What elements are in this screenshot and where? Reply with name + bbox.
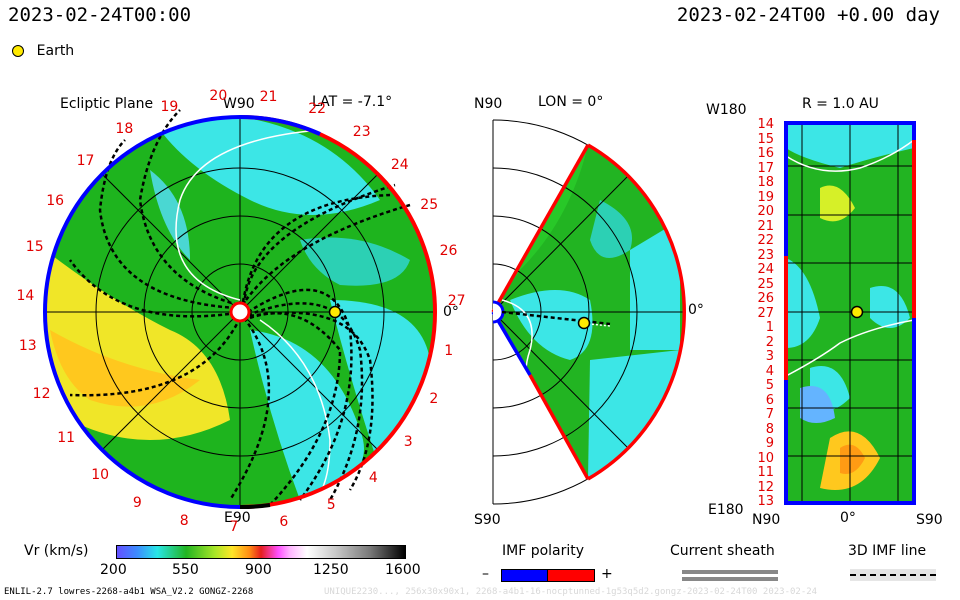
footer-left: ENLIL-2.7 lowres-2268-a4b1 WSA_V2.2 GONG… bbox=[4, 587, 254, 597]
radius-y-label: 10 bbox=[757, 450, 774, 466]
radius-y-label: 4 bbox=[765, 363, 774, 379]
imf-line-sample bbox=[850, 569, 936, 581]
radius-y-label: 6 bbox=[765, 392, 774, 408]
radius-y-label: 13 bbox=[757, 494, 774, 509]
imf-polarity-plus: + bbox=[601, 566, 613, 582]
radius-x-label-n90: N90 bbox=[752, 512, 781, 528]
meridional-right-label: 0° bbox=[688, 302, 704, 318]
ecliptic-lat-label: LAT = -7.1° bbox=[312, 94, 393, 110]
radius-x-label-s90: S90 bbox=[916, 512, 943, 528]
colorbar-label: Vr (km/s) bbox=[24, 543, 89, 559]
rotation-number: 7 bbox=[229, 518, 239, 535]
current-sheath-line-2 bbox=[682, 577, 778, 581]
radius-y-label: 7 bbox=[765, 407, 774, 422]
radius-map bbox=[784, 121, 916, 505]
radius-y-label: 20 bbox=[757, 204, 774, 219]
earth-legend-label: Earth bbox=[36, 42, 75, 59]
ecliptic-plane-map bbox=[43, 109, 437, 510]
radius-y-label: 24 bbox=[757, 262, 774, 277]
rotation-number: 9 bbox=[132, 494, 142, 511]
radius-y-label: 14 bbox=[757, 117, 774, 132]
rotation-number: 15 bbox=[25, 238, 44, 255]
colorbar bbox=[116, 545, 406, 559]
ecliptic-title: Ecliptic Plane bbox=[60, 96, 154, 112]
rotation-number: 12 bbox=[32, 386, 51, 403]
ecliptic-right-label: 0° bbox=[443, 304, 459, 320]
imf-polarity-negative-swatch bbox=[501, 569, 549, 582]
footer-right: UNIQUE2230..., 256x30x90x1, 2268-a4b1-16… bbox=[324, 587, 818, 597]
date-left: 2023-02-24T00:00 bbox=[8, 4, 192, 26]
colorbar-tick-200: 200 bbox=[100, 562, 127, 578]
rotation-number: 8 bbox=[179, 512, 189, 529]
rotation-number: 10 bbox=[91, 466, 110, 483]
ecliptic-bottom-label: E90 bbox=[224, 510, 251, 526]
colorbar-tick-1250: 1250 bbox=[313, 562, 349, 578]
colorbar-tick-900: 900 bbox=[245, 562, 272, 578]
rotation-number: 4 bbox=[368, 470, 378, 487]
radius-y-label: 8 bbox=[765, 421, 774, 437]
earth-legend: Earth bbox=[12, 40, 74, 59]
radius-y-label: 15 bbox=[757, 131, 774, 147]
rotation-number: 24 bbox=[390, 156, 409, 173]
rotation-number: 3 bbox=[403, 433, 413, 450]
radius-top-left-label: W180 bbox=[706, 102, 747, 118]
meridional-plane-map bbox=[491, 119, 686, 505]
ecliptic-top-label: W90 bbox=[223, 96, 255, 112]
colorbar-tick-1600: 1600 bbox=[385, 562, 421, 578]
radius-y-label: 17 bbox=[757, 160, 774, 176]
radius-y-label: 26 bbox=[757, 291, 774, 306]
earth-marker-icon bbox=[12, 44, 24, 57]
imf-polarity-title: IMF polarity bbox=[502, 543, 585, 559]
radius-y-label: 18 bbox=[757, 175, 774, 190]
radius-bottom-left-label: E180 bbox=[708, 502, 744, 518]
radius-y-label: 1 bbox=[765, 320, 774, 335]
current-sheath-line-1 bbox=[682, 570, 778, 574]
meridional-top-label: N90 bbox=[474, 96, 503, 112]
radius-y-label: 19 bbox=[757, 189, 774, 205]
radius-y-label: 16 bbox=[757, 146, 774, 161]
rotation-number: 11 bbox=[57, 429, 76, 446]
radius-y-label: 5 bbox=[765, 378, 774, 393]
rotation-number: 2 bbox=[429, 390, 439, 407]
date-right: 2023-02-24T00 +0.00 day bbox=[676, 4, 940, 26]
rotation-number: 18 bbox=[115, 121, 134, 138]
rotation-number: 6 bbox=[279, 513, 289, 530]
radius-y-label: 3 bbox=[765, 349, 774, 364]
rotation-number: 14 bbox=[16, 287, 35, 304]
rotation-number: 22 bbox=[308, 100, 327, 117]
radius-y-label: 25 bbox=[757, 276, 774, 292]
radius-r-label: R = 1.0 AU bbox=[802, 96, 879, 112]
rotation-number: 20 bbox=[209, 88, 228, 105]
imf-polarity-minus: – bbox=[482, 566, 489, 582]
radius-y-label: 21 bbox=[757, 218, 774, 234]
radius-y-label: 2 bbox=[765, 334, 774, 350]
rotation-number: 26 bbox=[439, 243, 458, 260]
meridional-lon-label: LON = 0° bbox=[538, 94, 604, 110]
colorbar-tick-550: 550 bbox=[172, 562, 199, 578]
rotation-number: 25 bbox=[420, 197, 439, 214]
radius-y-label: 27 bbox=[757, 305, 774, 321]
radius-y-label: 22 bbox=[757, 233, 774, 248]
imf-line-title: 3D IMF line bbox=[848, 543, 927, 559]
current-sheath-title: Current sheath bbox=[670, 543, 775, 559]
rotation-number: 5 bbox=[326, 497, 336, 514]
radius-y-label: 23 bbox=[757, 247, 774, 263]
radius-y-label: 12 bbox=[757, 479, 774, 495]
rotation-number: 16 bbox=[46, 192, 65, 209]
rotation-number: 1 bbox=[444, 342, 454, 359]
rotation-number: 19 bbox=[160, 99, 179, 116]
radius-y-label: 11 bbox=[757, 465, 774, 480]
radius-x-label-0: 0° bbox=[840, 510, 856, 526]
rotation-number: 13 bbox=[18, 338, 37, 355]
rotation-number: 17 bbox=[76, 152, 95, 169]
rotation-number: 27 bbox=[447, 292, 466, 309]
meridional-bottom-label: S90 bbox=[474, 512, 501, 528]
radius-y-label: 9 bbox=[765, 436, 774, 451]
imf-polarity-positive-swatch bbox=[547, 569, 595, 582]
rotation-number: 23 bbox=[352, 123, 371, 140]
rotation-number: 21 bbox=[259, 88, 278, 105]
